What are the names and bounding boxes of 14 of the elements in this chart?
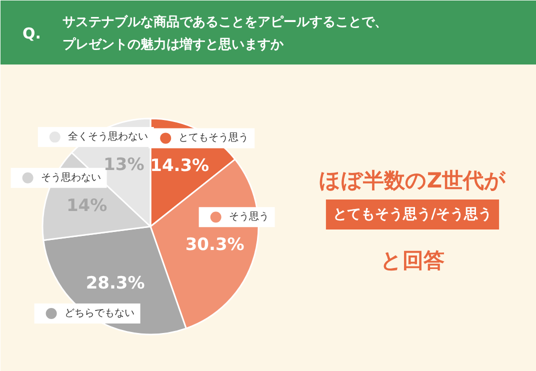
text: ほぼ半数のZ世代が <box>318 168 506 192</box>
legend-label: そう思わない <box>40 172 101 184</box>
chart-title: Q. <box>22 24 41 42</box>
text: と回答 <box>380 248 444 272</box>
legend-label: どちらでもない <box>64 308 134 319</box>
data-label: 28.3% <box>86 273 145 294</box>
legend-label: そう思う <box>228 212 269 223</box>
data-label: 13% <box>104 155 144 176</box>
chart-subtitle: サステナブルな商品であることをアピールすることで、プレゼントの魅力は増すと思いますか <box>62 14 388 52</box>
data-label: 30.3% <box>185 235 244 256</box>
legend-label: 全くそう思わない <box>68 130 148 143</box>
data-label: 14.3% <box>150 156 210 176</box>
text: とてもそう思う/そう思う <box>332 206 492 222</box>
legend-label: とてもそう思う <box>178 132 249 144</box>
